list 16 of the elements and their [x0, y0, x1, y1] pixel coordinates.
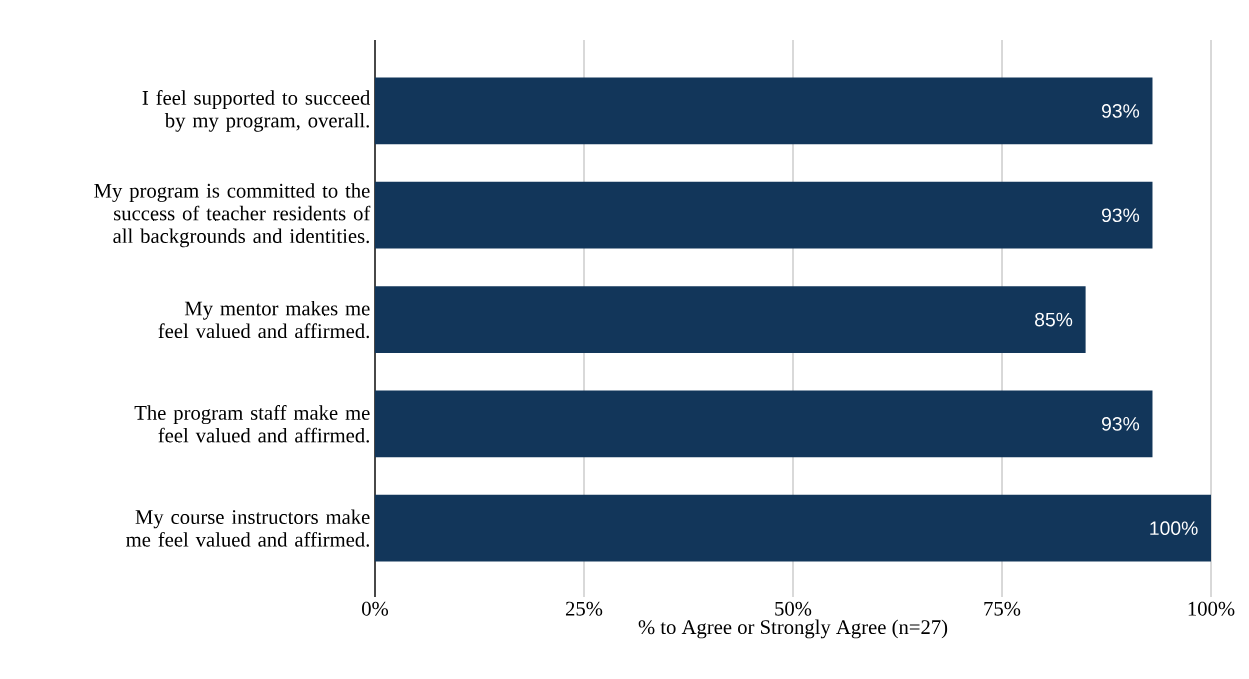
y-tick-label: I feel supported to succeed by my program, overall. [142, 90, 371, 132]
x-tick-label: 25% [565, 601, 603, 616]
x-axis-title: % to Agree or Strongly Agree (n=27) [638, 619, 948, 639]
y-tick-label: My program is committed to the success of teacher residents of all backgrounds and identities. [94, 183, 371, 248]
y-tick-label: My mentor makes me feel valued and affirmed. [158, 300, 370, 339]
x-tick-label: 0% [362, 601, 389, 616]
y-tick-label: My course instructors make me feel valued and affirmed. [126, 509, 370, 547]
x-tick-label: 100% [1188, 601, 1235, 616]
x-tick-label: 75% [984, 601, 1021, 616]
x-tick-label: 50% [775, 601, 812, 616]
data-label: 93% [1101, 104, 1140, 118]
y-tick-label: The program staff make me feel valued and affirmed. [134, 405, 370, 443]
data-label: 93% [1101, 208, 1140, 223]
data-label: 100% [1150, 521, 1198, 536]
data-label: 93% [1101, 417, 1140, 431]
data-label: 85% [1035, 312, 1073, 327]
